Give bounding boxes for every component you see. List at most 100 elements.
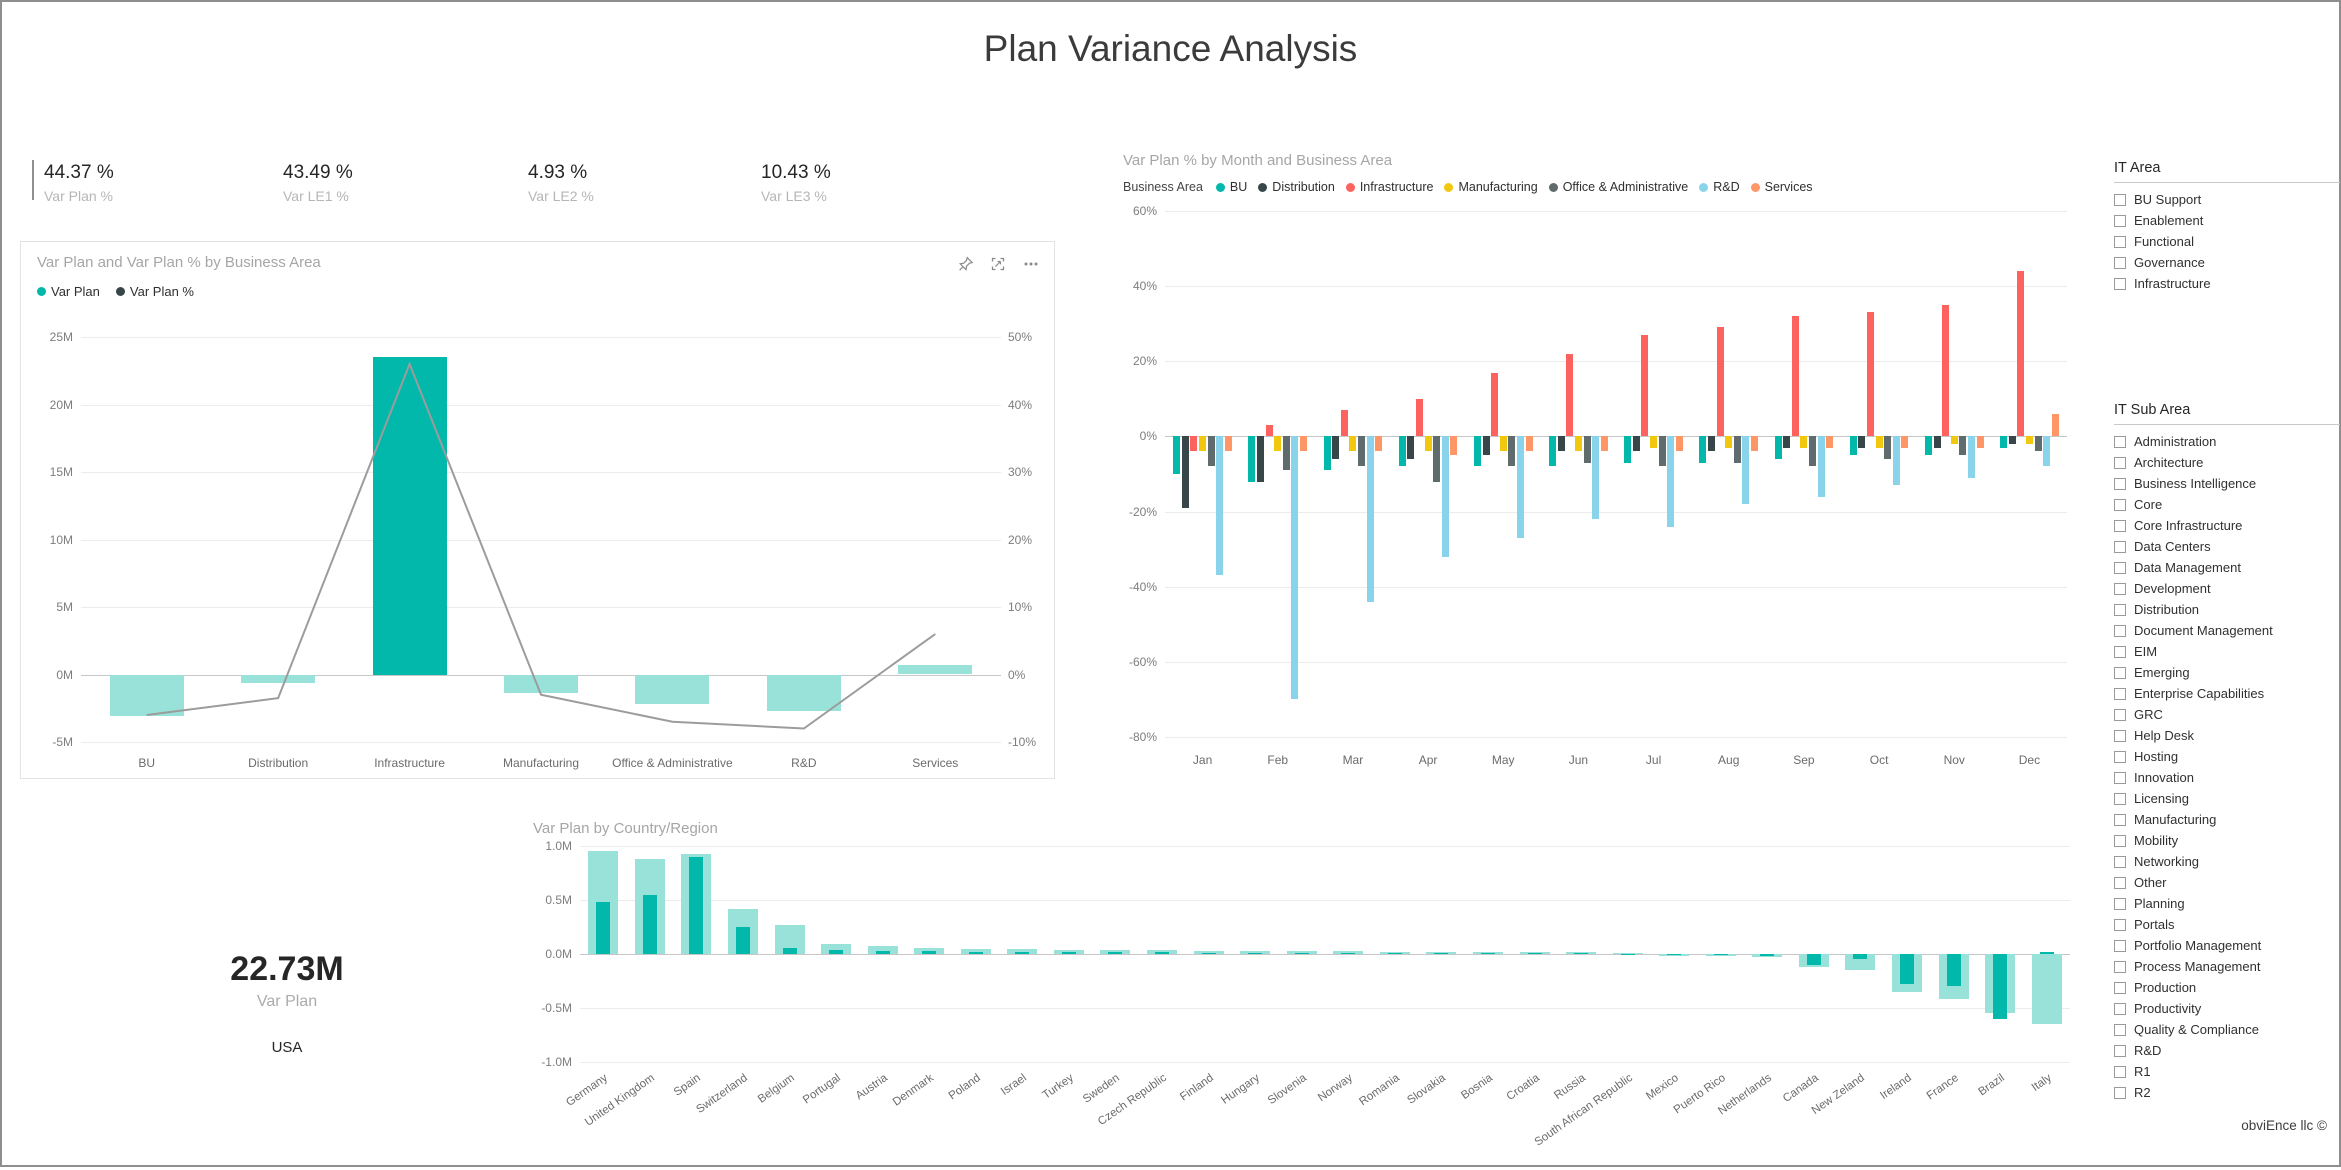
bar-office-administrative-jul[interactable] [1658,436,1666,467]
bar-highlighted-spain[interactable] [689,856,704,954]
bar-services-jan[interactable] [1224,436,1232,452]
slicer-item-productivity[interactable]: Productivity [2114,998,2340,1019]
slicer-item-enterprise-capabilities[interactable]: Enterprise Capabilities [2114,683,2340,704]
checkbox-icon[interactable] [2114,540,2126,553]
bar-infrastructure-oct[interactable] [1866,312,1874,437]
bar-manufacturing-jan[interactable] [1199,436,1207,452]
bar-bu-feb[interactable] [1248,436,1256,482]
checkbox-icon[interactable] [2114,235,2126,248]
bar-var-plan-services[interactable] [898,665,973,675]
bar-total-new-zeland[interactable] [1845,954,1876,971]
bar-highlighted-ireland[interactable] [1900,954,1915,985]
bar-highlighted-denmark[interactable] [922,950,937,954]
checkbox-icon[interactable] [2114,876,2126,889]
bar-highlighted-hungary[interactable] [1248,952,1263,954]
bar-services-may[interactable] [1525,436,1533,452]
bar-highlighted-brazil[interactable] [1993,954,2008,1019]
checkbox-icon[interactable] [2114,939,2126,952]
bar-services-oct[interactable] [1901,436,1909,448]
checkbox-icon[interactable] [2114,897,2126,910]
slicer-item-mobility[interactable]: Mobility [2114,830,2340,851]
bar-infrastructure-nov[interactable] [1942,304,1950,437]
checkbox-icon[interactable] [2114,918,2126,931]
more-options-icon[interactable] [1022,256,1040,272]
bar-distribution-oct[interactable] [1858,436,1866,448]
bar-bu-apr[interactable] [1398,436,1406,467]
bar-infrastructure-dec[interactable] [2017,271,2025,437]
bar-bu-sep[interactable] [1774,436,1782,459]
bar-highlighted-israel[interactable] [1015,951,1030,954]
checkbox-icon[interactable] [2114,1065,2126,1078]
checkbox-icon[interactable] [2114,1002,2126,1015]
checkbox-icon[interactable] [2114,750,2126,763]
checkbox-icon[interactable] [2114,435,2126,448]
bar-highlighted-united-kingdom[interactable] [642,894,657,954]
bar-highlighted-france[interactable] [1946,954,1961,987]
checkbox-icon[interactable] [2114,214,2126,227]
bar-manufacturing-jun[interactable] [1574,436,1582,452]
bar-highlighted-mexico[interactable] [1667,954,1682,956]
bar-services-sep[interactable] [1826,436,1834,448]
bar-highlighted-portugal[interactable] [829,949,844,954]
slicer-item-licensing[interactable]: Licensing [2114,788,2340,809]
bar-distribution-jan[interactable] [1181,436,1189,508]
bar-manufacturing-dec[interactable] [2025,436,2033,444]
focus-mode-icon[interactable] [990,256,1006,272]
bar-total-poland[interactable] [960,948,991,954]
bar-manufacturing-jul[interactable] [1650,436,1658,448]
bar-total-hungary[interactable] [1240,950,1271,954]
slicer-item-infrastructure[interactable]: Infrastructure [2114,273,2340,294]
bar-var-plan-r-d[interactable] [766,674,841,711]
bar-highlighted-south-african-republic[interactable] [1620,954,1635,955]
bar-r-d-aug[interactable] [1742,436,1750,505]
checkbox-icon[interactable] [2114,498,2126,511]
bar-highlighted-germany[interactable] [596,902,611,954]
bar-var-plan-infrastructure[interactable] [372,357,447,675]
checkbox-icon[interactable] [2114,561,2126,574]
bar-var-plan-bu[interactable] [109,674,184,717]
bar-office-administrative-sep[interactable] [1809,436,1817,467]
bar-total-norway[interactable] [1333,950,1364,954]
slicer-item-help-desk[interactable]: Help Desk [2114,725,2340,746]
bar-services-jul[interactable] [1675,436,1683,452]
checkbox-icon[interactable] [2114,666,2126,679]
slicer-item-r-d[interactable]: R&D [2114,1040,2340,1061]
bar-highlighted-norway[interactable] [1341,952,1356,954]
bar-highlighted-slovakia[interactable] [1434,952,1449,954]
checkbox-icon[interactable] [2114,981,2126,994]
bar-r-d-apr[interactable] [1441,436,1449,557]
slicer-item-eim[interactable]: EIM [2114,641,2340,662]
checkbox-icon[interactable] [2114,519,2126,532]
bar-office-administrative-apr[interactable] [1433,436,1441,482]
slicer-item-grc[interactable]: GRC [2114,704,2340,725]
bar-services-mar[interactable] [1375,436,1383,452]
bar-distribution-dec[interactable] [2008,436,2016,444]
bar-manufacturing-aug[interactable] [1725,436,1733,448]
bar-highlighted-canada[interactable] [1806,954,1821,965]
bar-manufacturing-apr[interactable] [1424,436,1432,452]
bar-bu-dec[interactable] [2000,436,2008,448]
checkbox-icon[interactable] [2114,1086,2126,1099]
bar-manufacturing-feb[interactable] [1274,436,1282,452]
slicer-item-governance[interactable]: Governance [2114,252,2340,273]
checkbox-icon[interactable] [2114,1044,2126,1057]
checkbox-icon[interactable] [2114,729,2126,742]
slicer-item-quality-compliance[interactable]: Quality & Compliance [2114,1019,2340,1040]
bar-highlighted-turkey[interactable] [1061,951,1076,954]
slicer-item-r1[interactable]: R1 [2114,1061,2340,1082]
checkbox-icon[interactable] [2114,1023,2126,1036]
bar-highlighted-romania[interactable] [1387,952,1402,954]
bar-r-d-sep[interactable] [1817,436,1825,497]
slicer-item-portals[interactable]: Portals [2114,914,2340,935]
checkbox-icon[interactable] [2114,193,2126,206]
bar-office-administrative-feb[interactable] [1282,436,1290,471]
bar-infrastructure-mar[interactable] [1340,410,1348,437]
bar-office-administrative-mar[interactable] [1358,436,1366,467]
bar-bu-nov[interactable] [1924,436,1932,456]
checkbox-icon[interactable] [2114,708,2126,721]
slicer-item-other[interactable]: Other [2114,872,2340,893]
bar-r-d-mar[interactable] [1366,436,1374,602]
bar-highlighted-new-zeland[interactable] [1853,954,1868,960]
bar-highlighted-poland[interactable] [968,951,983,954]
bar-manufacturing-oct[interactable] [1875,436,1883,448]
